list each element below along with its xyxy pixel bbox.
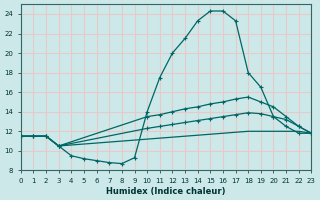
X-axis label: Humidex (Indice chaleur): Humidex (Indice chaleur) xyxy=(106,187,226,196)
